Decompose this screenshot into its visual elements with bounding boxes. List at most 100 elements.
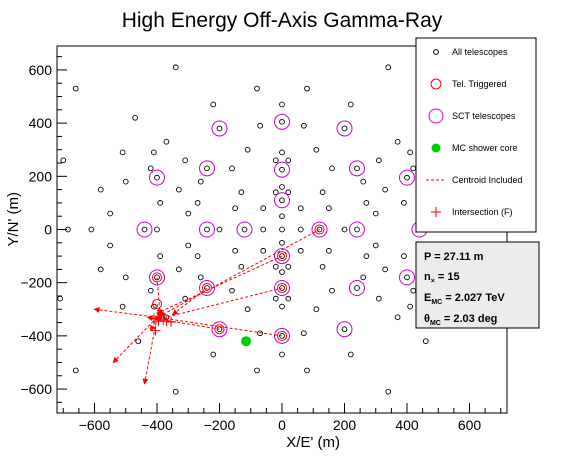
stats-n: n× = 15 [424, 271, 460, 285]
telescope-point [394, 314, 401, 321]
sct-telescope-center [279, 197, 285, 204]
sct-telescope-center [154, 174, 160, 181]
telescope-point [347, 351, 354, 358]
x-tick-label: 200 [333, 417, 357, 433]
telescope-point [279, 239, 285, 246]
sct-telescope-center [216, 125, 223, 132]
legend-marker [433, 49, 439, 55]
telescope-point [301, 122, 307, 129]
centroid-line [156, 255, 283, 314]
legend-marker [431, 143, 441, 153]
sct-telescope-point [399, 169, 415, 186]
centroid-line [156, 277, 163, 316]
x-tick-label: 0 [278, 417, 286, 433]
telescope-point [279, 149, 285, 156]
intersection-ray [93, 306, 158, 318]
sct-telescope-point [336, 120, 353, 137]
telescope-point [122, 274, 129, 281]
stats-theta: θMC = 2.03 deg [424, 313, 497, 327]
telescope-point [107, 210, 113, 217]
stats-energy: EMC = 2.027 TeV [424, 292, 505, 306]
telescope-point [301, 330, 307, 337]
telescope-point [260, 226, 267, 233]
legend-label: Centroid Included [452, 175, 523, 185]
telescope-point [119, 149, 126, 156]
sct-telescope-center [279, 166, 285, 173]
centroid-line [156, 315, 283, 337]
telescope-point [382, 266, 388, 273]
sct-telescope-center [316, 226, 323, 233]
telescope-point [304, 367, 310, 374]
x-tick-label: 600 [458, 417, 482, 433]
telescope-point [154, 226, 160, 233]
telescope-point [135, 338, 142, 345]
triggered-telescope-point [214, 324, 225, 335]
sct-telescope-point [236, 221, 253, 238]
telescope-point [244, 306, 251, 313]
sct-telescope-center [204, 165, 210, 172]
telescope-point [360, 178, 367, 185]
telescope-point [410, 287, 417, 294]
stats-p: P = 27.11 m [424, 251, 484, 263]
telescope-point [272, 157, 279, 164]
telescope-point [257, 122, 263, 129]
telescope-point [385, 388, 392, 395]
legend-label: SCT telescopes [452, 111, 516, 121]
telescope-point [176, 266, 182, 273]
telescope-point [172, 388, 179, 395]
triggered-telescope-point [152, 272, 162, 283]
telescope-point [394, 138, 401, 145]
intersection-point [148, 313, 159, 324]
telescope-point [272, 295, 279, 302]
triggered-telescope-point [277, 251, 287, 262]
y-tick-label: 200 [29, 168, 53, 184]
stats-theta-sub: MC [430, 320, 441, 327]
legend-entry: Centroid Included [426, 175, 523, 185]
telescope-point [157, 200, 163, 206]
telescope-point [376, 157, 382, 164]
telescope-point [260, 247, 267, 254]
mc-core-series [241, 336, 252, 347]
telescope-point [285, 189, 292, 196]
x-tick-label: −600 [79, 417, 111, 433]
telescope-point [272, 263, 279, 270]
telescope-point [107, 242, 113, 249]
telescope-point [254, 367, 260, 374]
legend-entry: Intersection (F) [431, 207, 513, 217]
telescope-point [341, 226, 348, 233]
telescope-point [119, 303, 126, 310]
telescope-point [216, 226, 223, 233]
stats-box-background [415, 241, 540, 329]
telescope-point [401, 253, 407, 259]
legend-label: Intersection (F) [452, 207, 513, 217]
telescope-point [210, 101, 217, 108]
telescope-point [401, 200, 407, 206]
telescope-point [326, 205, 332, 212]
telescope-point [360, 274, 367, 281]
stats-energy-sub: MC [431, 299, 442, 306]
telescope-point [376, 295, 382, 302]
sct-telescope-point [349, 221, 365, 238]
stats-n-label: n [424, 271, 431, 283]
sct-telescope-center [241, 226, 248, 233]
intersection-point [150, 325, 161, 336]
telescope-point [279, 101, 285, 108]
y-tick-label: −200 [20, 275, 52, 291]
telescope-point [254, 85, 260, 92]
telescope-point [422, 338, 429, 345]
telescope-point [97, 266, 104, 273]
stats-theta-value: = 2.03 deg [441, 313, 498, 325]
telescope-point [210, 351, 217, 358]
telescope-point [197, 178, 204, 185]
telescope-point [72, 367, 79, 374]
sct-telescope-point [211, 120, 228, 137]
telescope-point [285, 263, 292, 270]
legend-box [415, 37, 537, 233]
sct-telescope-center [341, 326, 348, 333]
centroid-line [154, 287, 283, 322]
intersection-point [166, 317, 177, 328]
telescope-point [385, 64, 392, 71]
centroid-line [159, 229, 320, 317]
sct-telescope-point [349, 280, 365, 297]
telescope-point [279, 351, 285, 358]
